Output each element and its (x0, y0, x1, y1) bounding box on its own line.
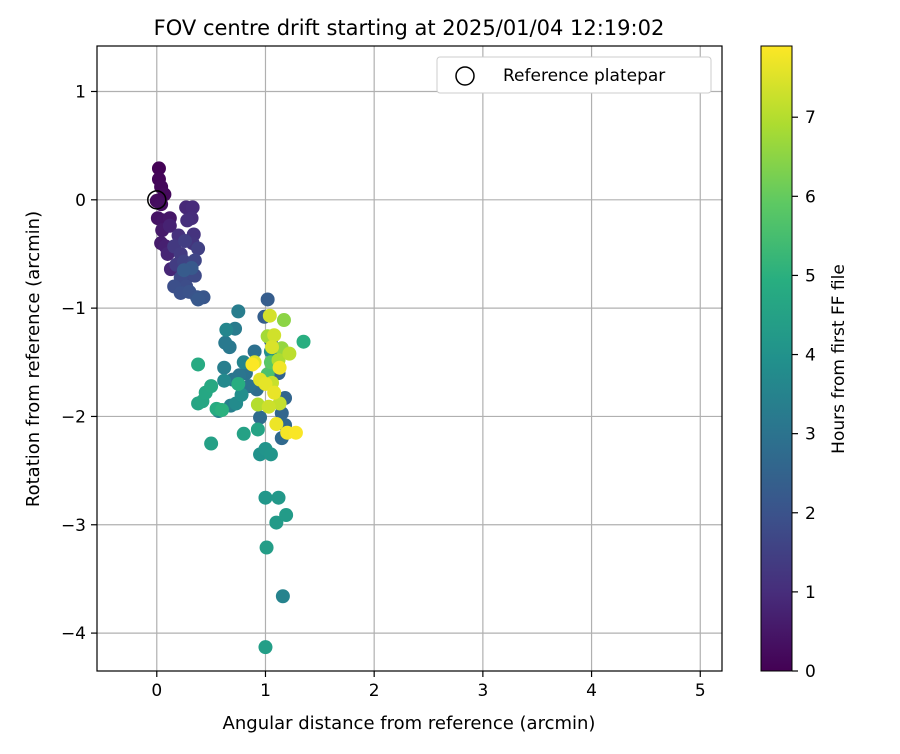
data-point (191, 292, 206, 307)
data-point (259, 540, 274, 555)
colorbar-tick-label: 7 (805, 108, 816, 128)
x-tick-label: 5 (695, 681, 706, 701)
colorbar-tick-label: 3 (805, 425, 816, 445)
y-tick-label: −4 (61, 624, 86, 644)
data-point (176, 263, 191, 278)
chart-title: FOV centre drift starting at 2025/01/04 … (154, 16, 665, 40)
x-tick-label: 3 (477, 681, 488, 701)
data-point (261, 399, 276, 414)
y-tick-label: −2 (61, 407, 86, 427)
y-ticks: 1 0 −1 −2 −3 −4 (61, 82, 97, 644)
data-point (204, 436, 219, 451)
colorbar-tick-label: 4 (805, 346, 816, 366)
data-point (267, 328, 282, 343)
data-point (154, 197, 169, 212)
colorbar-tick-label: 5 (805, 266, 816, 286)
data-point (218, 335, 233, 350)
data-point (204, 379, 219, 394)
colorbar-tick-label: 0 (805, 662, 816, 682)
x-tick-label: 1 (260, 681, 271, 701)
y-tick-label: −3 (61, 516, 86, 536)
x-tick-label: 0 (151, 681, 162, 701)
data-point (275, 589, 290, 604)
data-point (279, 508, 294, 523)
legend-marker (455, 66, 475, 86)
data-point (258, 490, 273, 505)
data-point (258, 640, 273, 655)
data-point (269, 417, 284, 432)
legend: Reference platepar (436, 56, 712, 94)
data-point (276, 313, 291, 328)
data-point (231, 304, 246, 319)
y-tick-label: −1 (61, 299, 86, 319)
colorbar-gradient (760, 45, 793, 672)
legend-label: Reference platepar (503, 66, 665, 86)
data-point (219, 322, 234, 337)
data-point (258, 376, 273, 391)
plot-frame (96, 45, 723, 672)
data-point (262, 308, 277, 323)
data-point (247, 344, 262, 359)
x-tick-label: 4 (586, 681, 597, 701)
colorbar-tick-label: 1 (805, 583, 816, 603)
data-point (191, 357, 206, 372)
data-point (178, 233, 193, 248)
data-point (269, 515, 284, 530)
data-point (185, 200, 200, 215)
data-point (250, 422, 265, 437)
data-point (217, 360, 232, 375)
y-axis-label: Rotation from reference (arcmin) (23, 211, 44, 507)
x-axis-label: Angular distance from reference (arcmin) (223, 713, 596, 734)
data-point (260, 292, 275, 307)
x-ticks: 0 1 2 3 4 5 (151, 671, 706, 701)
data-point (296, 334, 311, 349)
legend-box (436, 56, 712, 94)
colorbar-label: Hours from first FF file (829, 264, 849, 454)
y-tick-label: 0 (75, 191, 86, 211)
colorbar-tick-label: 2 (805, 504, 816, 524)
y-tick-label: 1 (75, 82, 86, 102)
data-point (272, 360, 287, 375)
data-point (282, 346, 297, 361)
reference-marker (147, 190, 167, 210)
data-point (265, 340, 279, 355)
data-point (231, 376, 246, 391)
data-point (215, 402, 229, 417)
data-points (147, 161, 311, 655)
data-point (151, 161, 166, 176)
data-point (271, 490, 286, 505)
x-tick-label: 2 (369, 681, 380, 701)
data-point (288, 425, 303, 440)
colorbar-ticks: 0 1 2 3 4 5 6 7 (792, 108, 816, 682)
data-point (250, 397, 265, 412)
colorbar-tick-label: 6 (805, 187, 816, 207)
data-point (272, 396, 287, 411)
colorbar: 0 1 2 3 4 5 6 7 Hours from first FF file (760, 45, 849, 682)
data-point (263, 447, 278, 462)
data-point (191, 241, 206, 256)
data-point (162, 218, 177, 233)
data-point (253, 410, 268, 425)
grid (97, 46, 722, 671)
data-point (245, 357, 260, 372)
data-point (180, 213, 195, 228)
data-point (236, 426, 251, 441)
data-point (234, 387, 249, 402)
data-point (217, 373, 232, 388)
data-point (267, 385, 282, 400)
